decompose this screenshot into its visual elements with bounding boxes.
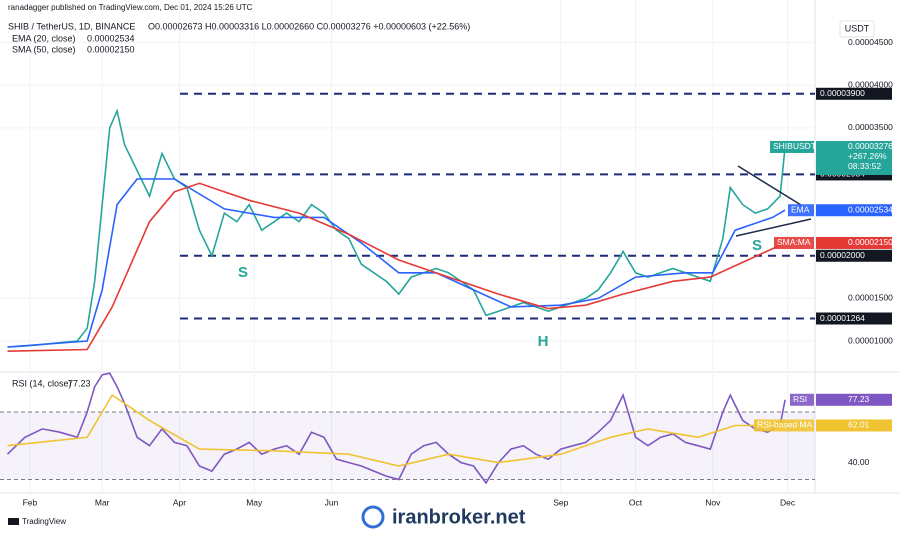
series-tag: RSI bbox=[793, 394, 807, 404]
series-tag: RSI-based MA bbox=[757, 420, 813, 430]
x-tick-label: Nov bbox=[705, 497, 721, 507]
x-tick-label: Oct bbox=[629, 497, 643, 507]
series-tag: SHIBUSDT bbox=[773, 141, 816, 151]
series-tag-box bbox=[770, 140, 814, 153]
x-tick-label: Feb bbox=[23, 497, 38, 507]
series-line bbox=[7, 108, 786, 348]
x-tick-label: Jun bbox=[325, 497, 339, 507]
series-tag-box bbox=[774, 236, 814, 249]
x-tick-label: Apr bbox=[173, 497, 186, 507]
price-label: 0.00003276 bbox=[848, 141, 893, 151]
watermark-logo bbox=[361, 505, 385, 529]
y-tick-label: 40.00 bbox=[848, 457, 870, 467]
x-tick-label: Dec bbox=[780, 497, 796, 507]
series-line bbox=[7, 393, 786, 467]
footer-logo bbox=[8, 518, 19, 525]
level-label-box bbox=[816, 87, 892, 100]
countdown: 08:33:52 bbox=[848, 161, 881, 171]
series-line bbox=[7, 182, 786, 352]
y-tick-label: 0.00001500 bbox=[848, 293, 893, 303]
level-label-box bbox=[816, 312, 892, 325]
plot bbox=[6, 92, 815, 485]
watermark: iranbroker.net bbox=[392, 506, 526, 528]
series-line bbox=[6, 372, 786, 485]
annotation: S bbox=[238, 264, 248, 281]
annotation: S bbox=[752, 237, 762, 254]
series-line bbox=[7, 178, 786, 348]
price-change: +267.26% bbox=[848, 151, 887, 161]
level-label: 0.00002000 bbox=[820, 250, 865, 260]
annotation: H bbox=[538, 333, 549, 350]
series-tag-box bbox=[754, 419, 814, 432]
level-label: 0.00003900 bbox=[820, 88, 865, 98]
price-label-box bbox=[816, 419, 892, 432]
legend-sma: SMA (50, close) bbox=[12, 44, 76, 54]
legend-ema-value: 0.00002534 bbox=[87, 33, 135, 43]
x-tick-label: Sep bbox=[553, 497, 568, 507]
x-tick-label: May bbox=[246, 497, 263, 507]
y-tick-label: 0.00004000 bbox=[848, 80, 893, 90]
series-tag: SMA:MA bbox=[777, 237, 811, 247]
price-label: 77.23 bbox=[848, 394, 870, 404]
price-label: 0.00002534 bbox=[848, 204, 893, 214]
y-tick-label: 0.00001000 bbox=[848, 335, 893, 345]
ohlc: O0.00002673 H0.00003316 L0.00002660 C0.0… bbox=[148, 21, 470, 31]
symbol-title: SHIB / TetherUS, 1D, BINANCE bbox=[8, 21, 135, 31]
price-label: 0.00002150 bbox=[848, 237, 893, 247]
legend-ema: EMA (20, close) bbox=[12, 33, 76, 43]
price-label-box bbox=[816, 393, 892, 406]
legend-rsi: RSI (14, close) bbox=[12, 378, 72, 388]
price-label-box bbox=[816, 236, 892, 249]
legend-sma-value: 0.00002150 bbox=[87, 44, 135, 54]
unit-box[interactable] bbox=[839, 20, 875, 38]
level-label-box bbox=[816, 249, 892, 262]
x-tick-label: Mar bbox=[95, 497, 110, 507]
grid bbox=[0, 0, 815, 493]
price-label-box bbox=[816, 204, 892, 217]
series-tag: EMA bbox=[791, 204, 810, 214]
footer: TradingView bbox=[22, 517, 66, 526]
series-tag-box bbox=[790, 393, 814, 406]
series-tag-box bbox=[788, 204, 814, 217]
unit: USDT bbox=[845, 23, 870, 33]
y-tick-label: 0.00004500 bbox=[848, 37, 893, 47]
publisher: ranadagger published on TradingView.com,… bbox=[8, 3, 253, 12]
rsi-band bbox=[0, 411, 815, 480]
level-label: 0.00001264 bbox=[820, 313, 865, 323]
price-label-box bbox=[816, 140, 892, 175]
legend-rsi-value: 77.23 bbox=[68, 378, 91, 388]
price-label: 62.01 bbox=[848, 420, 870, 430]
pattern-line bbox=[737, 165, 802, 206]
pattern-line bbox=[735, 218, 812, 237]
y-tick-label: 0.00003500 bbox=[848, 122, 893, 132]
